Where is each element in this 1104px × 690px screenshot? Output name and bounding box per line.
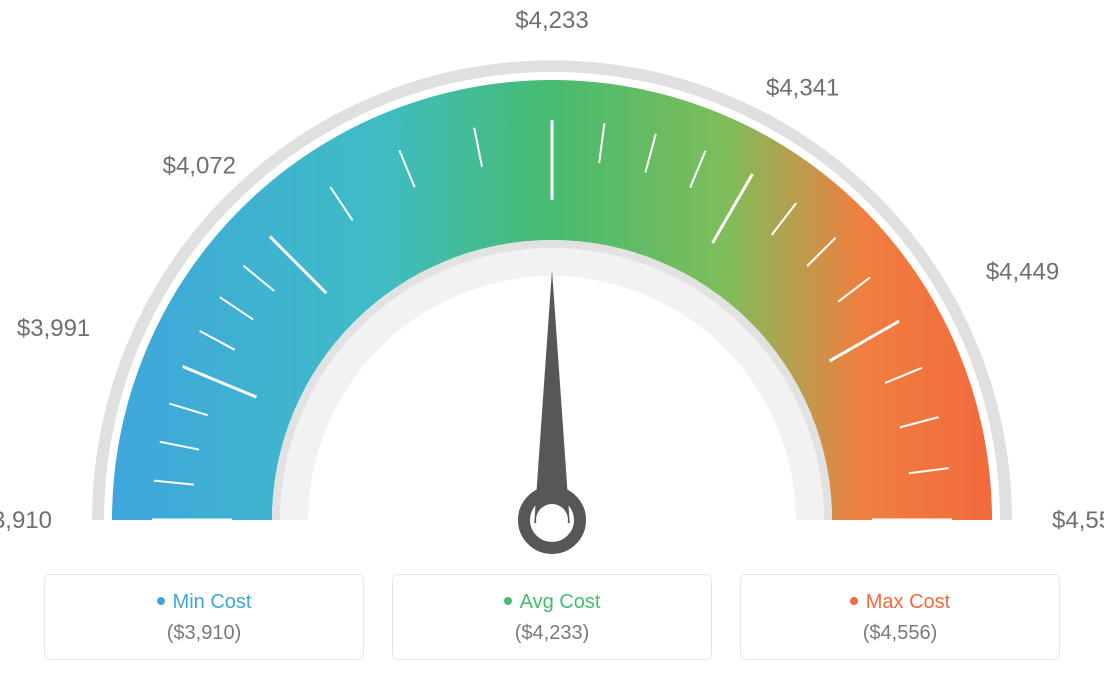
legend-row: Min Cost ($3,910) Avg Cost ($4,233) Max … xyxy=(0,574,1104,660)
gauge-svg: $3,910 $3,991 $4,072 $4,233 $4,341 $4,449 $4,5… xyxy=(0,0,1104,560)
legend-max-label-text: Max Cost xyxy=(866,591,950,613)
svg-text:$4,341: $4,341 xyxy=(766,74,839,101)
svg-text:$4,233: $4,233 xyxy=(515,7,588,34)
legend-card-max: Max Cost ($4,556) xyxy=(740,574,1060,660)
legend-min-dot xyxy=(157,597,165,605)
legend-avg-label-text: Avg Cost xyxy=(520,591,601,613)
gauge-chart: $3,910 $3,991 $4,072 $4,233 $4,341 $4,449 $4,5… xyxy=(0,0,1104,560)
legend-avg-value: ($4,233) xyxy=(393,622,711,645)
legend-card-min: Min Cost ($3,910) xyxy=(44,574,364,660)
svg-text:$4,449: $4,449 xyxy=(986,258,1059,285)
legend-max-dot xyxy=(850,597,858,605)
legend-max-value: ($4,556) xyxy=(741,622,1059,645)
legend-min-label: Min Cost xyxy=(45,591,363,614)
svg-text:$3,991: $3,991 xyxy=(17,315,90,342)
legend-card-avg: Avg Cost ($4,233) xyxy=(392,574,712,660)
legend-min-value: ($3,910) xyxy=(45,622,363,645)
legend-avg-dot xyxy=(504,597,512,605)
svg-text:$4,556: $4,556 xyxy=(1052,507,1104,534)
svg-text:$3,910: $3,910 xyxy=(0,507,52,534)
legend-avg-label: Avg Cost xyxy=(393,591,711,614)
legend-max-label: Max Cost xyxy=(741,591,1059,614)
svg-text:$4,072: $4,072 xyxy=(163,153,236,180)
legend-min-label-text: Min Cost xyxy=(173,591,252,613)
